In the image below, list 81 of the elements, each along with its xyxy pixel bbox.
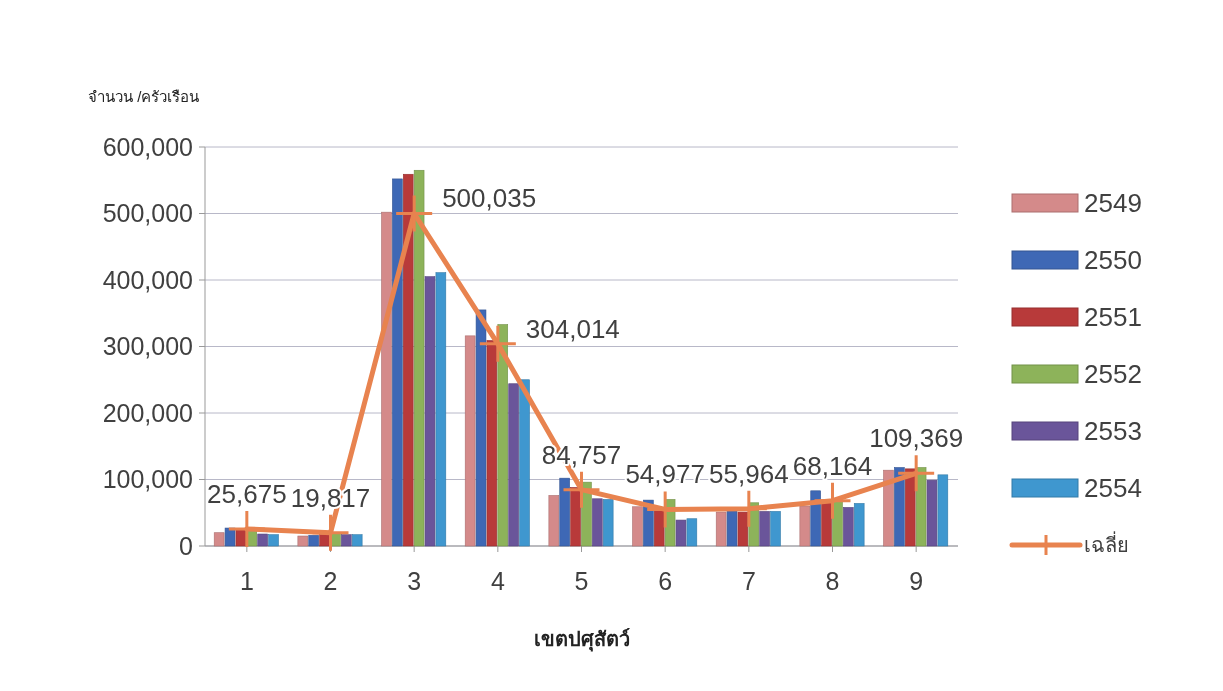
- bar: [435, 272, 447, 547]
- bar: [904, 468, 916, 547]
- x-tick-label: 1: [239, 567, 254, 595]
- legend-label: 2549: [1084, 188, 1142, 219]
- bar: [486, 340, 498, 547]
- bar: [726, 510, 738, 547]
- y-tick-label: 500,000: [102, 199, 193, 228]
- legend-label: 2553: [1084, 416, 1142, 447]
- bar: [413, 169, 425, 547]
- bar: [548, 495, 560, 547]
- bar: [475, 309, 487, 547]
- data-label: 55,964: [709, 458, 789, 489]
- y-tick-label: 300,000: [102, 332, 193, 361]
- y-tick-label: 600,000: [102, 132, 193, 161]
- bar: [351, 534, 363, 547]
- bar: [894, 467, 905, 547]
- point: [312, 514, 349, 551]
- y-axis-title: จำนวน /ครัวเรือน: [88, 88, 200, 105]
- point: [479, 325, 516, 362]
- x-tick-label: 9: [909, 567, 924, 595]
- bar: [268, 534, 279, 547]
- bar: [602, 499, 614, 547]
- data-label: 25,675: [207, 478, 287, 509]
- legend-label: 2552: [1084, 359, 1142, 390]
- bar: [799, 505, 811, 547]
- x-tick-label: 6: [658, 567, 673, 595]
- x-tick-label: 7: [741, 567, 756, 595]
- bar: [424, 276, 436, 547]
- x-axis-title: เขตปศุสัตว์: [533, 628, 630, 652]
- bar: [937, 474, 949, 547]
- bar: [224, 527, 236, 547]
- point: [563, 471, 600, 508]
- bar: [632, 506, 643, 547]
- bar: [592, 498, 603, 547]
- point: [814, 482, 851, 519]
- x-tick-label: 8: [825, 567, 840, 595]
- data-label: 304,014: [525, 313, 620, 344]
- data-label: 500,035: [442, 183, 537, 214]
- legend-label: 2554: [1084, 473, 1142, 504]
- data-label: 54,977: [625, 459, 705, 490]
- bar: [464, 335, 476, 547]
- bar: [737, 511, 749, 547]
- bar: [770, 511, 781, 547]
- y-tick-label: 200,000: [102, 398, 193, 427]
- point: [228, 510, 265, 547]
- bar: [341, 534, 352, 547]
- x-tick-label: 3: [407, 567, 422, 595]
- y-tick-label: 400,000: [102, 265, 193, 294]
- bar: [213, 532, 225, 547]
- bar: [497, 324, 509, 547]
- bar: [926, 479, 938, 547]
- bar: [508, 383, 519, 547]
- legend-label: 2550: [1084, 245, 1142, 276]
- legend-label: 2551: [1084, 302, 1142, 333]
- bar: [653, 509, 665, 547]
- point: [396, 195, 433, 232]
- bar: [392, 178, 403, 547]
- bar: [319, 534, 330, 547]
- x-tick-label: 5: [574, 567, 589, 595]
- point: [898, 455, 935, 492]
- y-tick-label: 100,000: [102, 465, 193, 494]
- bar: [519, 379, 530, 547]
- bar: [843, 507, 854, 547]
- bar: [308, 535, 319, 547]
- x-tick-label: 2: [323, 567, 338, 595]
- bar: [853, 503, 865, 547]
- bar: [759, 511, 770, 547]
- bar: [559, 477, 570, 547]
- bar: [810, 490, 821, 547]
- legend-label: เฉลี่ย: [1084, 531, 1129, 556]
- bar: [297, 535, 309, 547]
- x-tick-label: 4: [490, 567, 505, 595]
- bar: [402, 173, 414, 547]
- bar: [257, 533, 268, 547]
- bar: [381, 211, 392, 547]
- bar: [675, 519, 687, 547]
- bar: [883, 469, 894, 547]
- y-tick-label: 0: [179, 531, 193, 560]
- bar: [686, 518, 698, 547]
- bar: [570, 487, 581, 547]
- bar: [715, 511, 727, 547]
